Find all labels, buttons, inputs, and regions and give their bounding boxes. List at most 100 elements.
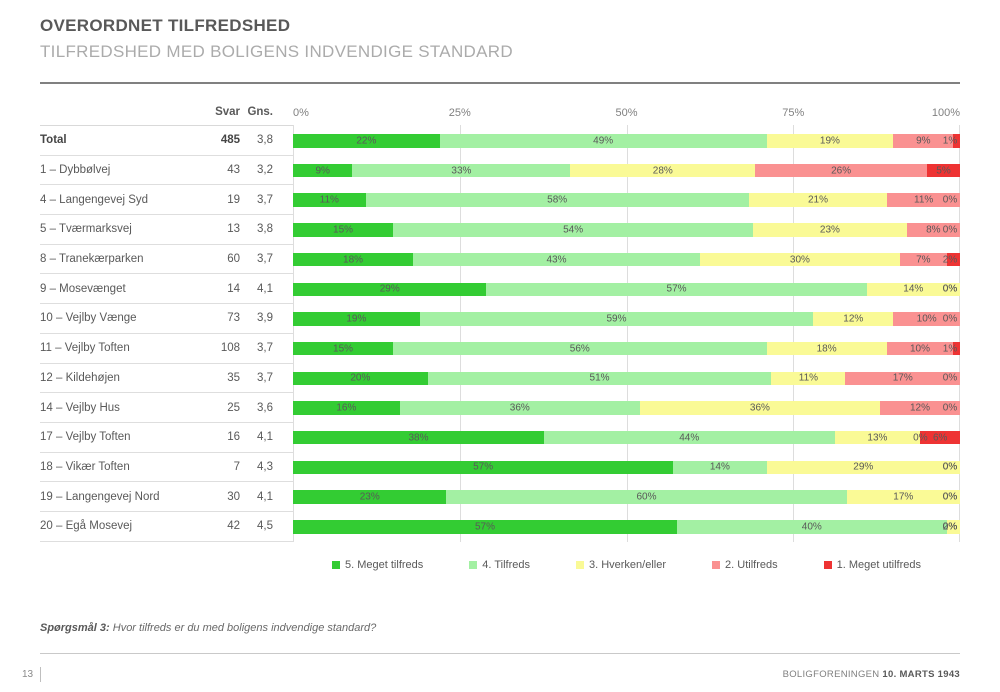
bar-segment-label: 11%: [798, 372, 819, 384]
bar-segment-label: 0%: [942, 521, 958, 533]
bar-segment: [766, 460, 960, 475]
row-label: 1 – Dybbølvej: [40, 156, 202, 186]
bar-segment: [413, 252, 700, 267]
bar-segment: [887, 193, 960, 207]
footer-divider: [40, 653, 960, 654]
bar-segment-label: 40%: [801, 521, 822, 533]
axis-tick: 50%: [615, 107, 638, 119]
bar-segment: [293, 282, 487, 297]
axis-tick: 25%: [448, 107, 471, 119]
bar-segment-label: 33%: [451, 165, 472, 177]
legend-label: 2. Utilfreds: [725, 558, 778, 571]
column-header-gns: Gns.: [247, 96, 293, 126]
gridline: [626, 125, 628, 542]
bar-segment: [427, 371, 772, 386]
bar-segment-label: 0%: [942, 283, 958, 295]
bar-segment: [570, 163, 756, 178]
bar-segment: [845, 371, 960, 386]
row-label: 4 – Langengevej Syd: [40, 185, 202, 216]
table-row: 20 – Egå Mosevej 42 4,5 57% 40% 2% 0% 0%: [40, 512, 960, 542]
footnote-text: Hvor tilfreds er du med boligens indvend…: [109, 622, 377, 634]
bar-cell: 57% 14% 29% 0% 0%: [293, 453, 960, 483]
bar-segment-label: 10%: [916, 313, 937, 325]
bar-segment-label: 9%: [916, 135, 931, 147]
row-label: 12 – Kildehøjen: [40, 364, 202, 394]
bar-segment: [639, 401, 880, 415]
bar-cell: 9% 33% 28% 26% 5%: [293, 156, 960, 186]
bar-segment: [293, 371, 428, 386]
legend-swatch: [712, 560, 721, 569]
table-row: 9 – Mosevænget 14 4,1 29% 57% 14% 0% 0%: [40, 274, 960, 305]
bar-segment: [866, 282, 960, 297]
bar-segment: [893, 134, 954, 148]
bar-segment-label: 19%: [819, 135, 840, 147]
bar-segment-label: 11%: [914, 194, 934, 206]
bar-segment: [677, 520, 947, 534]
bar-segment: [926, 163, 960, 178]
row-gns: 3,9: [248, 304, 293, 334]
stacked-bar: 22% 49% 19% 9% 1%: [293, 134, 960, 148]
bar-segment-label: 49%: [593, 135, 614, 147]
bar-segment-label: 11%: [319, 194, 339, 206]
stacked-bar: 11% 58% 21% 11% 0%: [293, 193, 960, 207]
bar-segment: [543, 430, 835, 445]
footer-org: BOLIGFORENINGEN 10. MARTS 1943: [783, 669, 960, 680]
axis-tick: 75%: [782, 107, 805, 119]
bar-segment-label: 54%: [563, 224, 584, 236]
bar-segment-label: 2%: [942, 521, 958, 533]
row-svar: 25: [202, 393, 248, 423]
gridline: [459, 125, 461, 542]
footer-org-name: BOLIGFORENINGEN: [782, 669, 883, 680]
axis-tick: 0%: [293, 107, 309, 119]
table-row: 12 – Kildehøjen 35 3,7 20% 51% 11% 17% 0%: [40, 364, 960, 394]
bar-segment-label: 18%: [343, 254, 364, 266]
bar-segment-label: 5%: [936, 165, 951, 177]
satisfaction-chart: Svar Gns. 0% 25% 50% 75% 100% Total 485 3,8 22%…: [40, 96, 960, 571]
bar-segment: [766, 134, 894, 148]
gridlines: [293, 125, 960, 542]
bar-segment: [393, 223, 754, 237]
header-spacer: [40, 96, 202, 126]
bar-segment: [899, 252, 947, 267]
axis-tick: 100%: [931, 107, 960, 119]
bar-segment-label: 58%: [547, 194, 568, 206]
bar-segment-label: 56%: [569, 343, 590, 355]
bar-segment: [419, 312, 814, 326]
stacked-bar: 20% 51% 11% 17% 0%: [293, 371, 960, 386]
stacked-bar: 23% 60% 17% 0% 0%: [293, 490, 960, 504]
row-svar: 73: [202, 304, 248, 334]
bar-segment-label: 28%: [652, 165, 673, 177]
bar-segment: [352, 163, 571, 178]
bar-segment: [771, 371, 846, 386]
row-gns: 3,6: [248, 393, 293, 423]
legend-label: 4. Tilfreds: [482, 558, 530, 571]
bar-segment: [834, 430, 921, 445]
bar-segment-label: 2%: [942, 254, 958, 266]
bar-segment: [293, 134, 440, 148]
bar-segment-label: 7%: [916, 254, 931, 266]
row-gns: 3,8: [248, 126, 293, 156]
bar-segment-label: 0%: [942, 224, 958, 236]
bar-segment: [946, 252, 960, 267]
bar-segment: [293, 163, 353, 178]
stacked-bar: 15% 54% 23% 8% 0%: [293, 223, 960, 237]
bar-segment-label: 0%: [942, 402, 958, 414]
row-gns: 3,7: [248, 245, 293, 275]
bar-segment-label: 38%: [408, 432, 429, 444]
row-svar: 14: [202, 274, 248, 305]
bar-segment-label: 15%: [333, 343, 354, 355]
stacked-bar: 29% 57% 14% 0% 0%: [293, 282, 960, 297]
bar-segment-label: 17%: [892, 372, 913, 384]
bar-cell: 23% 60% 17% 0% 0%: [293, 482, 960, 512]
bar-segment-label: 23%: [819, 224, 840, 236]
title-divider: [40, 82, 960, 84]
bar-cell: 29% 57% 14% 0% 0%: [293, 274, 960, 304]
table-row: 1 – Dybbølvej 43 3,2 9% 33% 28% 26% 5%: [40, 156, 960, 186]
stacked-bar: 9% 33% 28% 26% 5%: [293, 163, 960, 178]
legend-swatch: [823, 560, 832, 569]
bar-segment: [486, 282, 867, 297]
bar-segment-label: 59%: [606, 313, 627, 325]
bar-segment-label: 51%: [589, 372, 610, 384]
bar-segment-label: 0%: [942, 372, 958, 384]
page-title: OVERORDNET TILFREDSHED: [40, 16, 291, 35]
